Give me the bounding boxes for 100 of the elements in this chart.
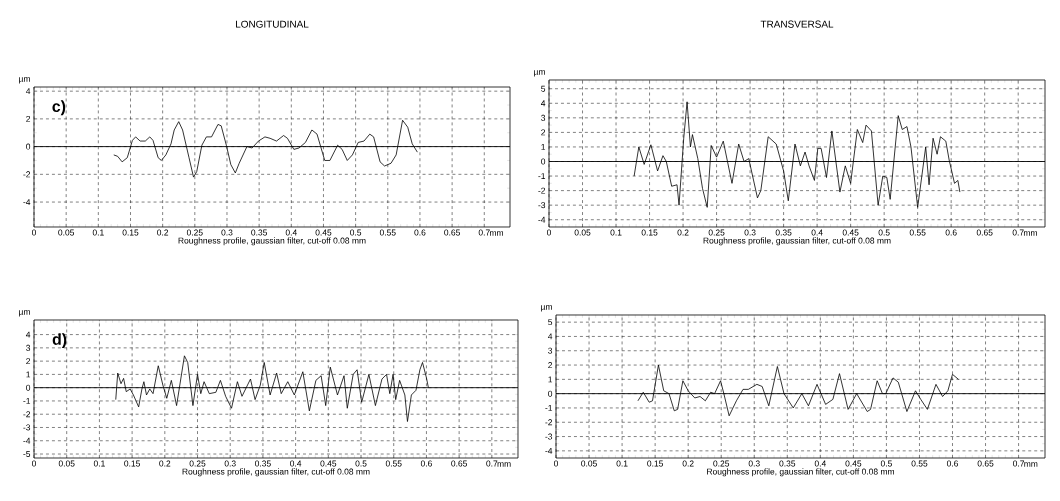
x-tick-label: 0.1 [92, 229, 104, 236]
x-tick-label: 0.55 [379, 229, 396, 236]
x-tick-label: 0 [31, 229, 37, 236]
x-tick-label: 0.05 [574, 229, 591, 236]
text: mm [497, 462, 511, 467]
x-tick-label: 0.25 [708, 229, 725, 236]
y-tick-label: 2 [26, 115, 31, 122]
x-tick-label: 0.7 [1012, 229, 1024, 236]
x-tick-label: 0.55 [909, 229, 926, 236]
x-axis-title: Roughness profile, gaussian filter, cut-off 0.08 mm [178, 237, 366, 246]
x-tick-label: 0.2 [677, 229, 689, 236]
x-tick-label: 0 [31, 460, 37, 467]
x-tick-label: 0.3 [748, 460, 760, 467]
y-tick-label: -1 [23, 398, 31, 404]
y-tick-label: 5 [541, 85, 546, 92]
x-tick-label: 0.6 [945, 229, 957, 236]
y-tick-label: 1 [541, 144, 546, 150]
x-tick-label: 0.5 [350, 229, 362, 236]
x-tick-label: 0.6 [414, 229, 426, 236]
x-tick-label: 0.45 [315, 229, 332, 236]
y-tick-label: 4 [547, 333, 553, 340]
x-tick-label: 0.45 [845, 460, 862, 467]
x-tick-label: 0.55 [385, 460, 402, 467]
x-tick-label: 0.2 [159, 460, 171, 467]
x-tick-label: 0.7 [1013, 460, 1025, 467]
x-axis-title: Roughness profile, gaussian filter, cut-off 0.08 mm [707, 468, 894, 477]
y-tick-label: -4 [538, 216, 546, 223]
x-tick-label: 0.05 [58, 229, 75, 236]
chart-title: LONGITUDINAL [236, 20, 309, 28]
text: mm [1023, 231, 1037, 236]
x-tick-label: 0.3 [224, 460, 236, 467]
x-tick-label: 0.65 [977, 460, 994, 467]
y-tick-label: -2 [538, 187, 546, 194]
y-tick-label: -1 [545, 405, 553, 411]
x-tick-label: 0.65 [444, 229, 460, 236]
y-axis-title: µm [19, 310, 30, 317]
text: mm [490, 231, 504, 236]
annotation: d) [52, 333, 67, 349]
x-tick-label: 0.15 [641, 229, 658, 236]
x-tick-label: 0.15 [647, 460, 664, 467]
x-tick-label: 0.1 [610, 229, 622, 236]
y-tick-label: 4 [540, 100, 546, 107]
x-tick-label: 0.65 [976, 229, 993, 236]
y-tick-label: 3 [541, 114, 546, 121]
y-tick-label: 2 [541, 129, 546, 136]
y-tick-label: 4 [25, 331, 31, 338]
x-tick-label: 0.55 [911, 460, 928, 467]
x-tick-label: 0.15 [124, 460, 140, 467]
x-axis-title: Roughness profile, gaussian filter, cut-off 0.08 mm [703, 237, 891, 246]
x-tick-label: 0.05 [58, 460, 75, 467]
y-tick-label: 3 [26, 344, 31, 351]
x-tick-label: 0.3 [744, 229, 756, 236]
x-tick-label: 0.25 [186, 229, 203, 236]
y-tick-label: 0 [541, 158, 546, 165]
x-tick-label: 0.5 [878, 229, 890, 236]
x-tick-label: 0.5 [355, 460, 367, 467]
y-tick-label: -1 [538, 173, 546, 179]
y-tick-label: -5 [23, 451, 31, 457]
y-tick-label: -3 [538, 202, 546, 209]
y-tick-label: -2 [545, 419, 553, 426]
y-tick-label: -2 [23, 411, 31, 418]
y-tick-label: -3 [545, 433, 553, 440]
y-tick-label: 2 [548, 362, 553, 368]
x-tick-label: 0.15 [122, 229, 139, 236]
x-tick-label: 0.1 [616, 460, 628, 467]
y-tick-label: -4 [23, 199, 31, 205]
x-tick-label: 0.4 [811, 229, 823, 236]
x-tick-label: 0.4 [290, 460, 302, 467]
text: mm [1024, 462, 1038, 467]
x-axis-title: Roughness profile, gaussian filter, cut-off 0.08 mm [182, 468, 370, 477]
y-tick-label: 3 [548, 347, 553, 354]
y-tick-label: 2 [26, 358, 31, 365]
x-tick-label: 0 [553, 460, 559, 467]
x-tick-label: 0.25 [713, 460, 730, 467]
x-tick-label: 0.2 [682, 460, 694, 467]
y-tick-label: 0 [548, 390, 553, 397]
x-tick-label: 0.3 [221, 229, 233, 236]
y-tick-label: -2 [23, 171, 31, 178]
x-tick-label: 0.65 [451, 460, 468, 467]
y-tick-label: -4 [545, 447, 553, 454]
x-tick-label: 0.35 [251, 229, 268, 236]
y-tick-label: 1 [26, 371, 31, 378]
x-tick-label: 0.05 [581, 460, 597, 467]
x-tick-label: 0.25 [189, 460, 206, 467]
y-axis-title: µm [19, 77, 30, 84]
x-tick-label: 0.45 [842, 229, 859, 236]
y-tick-label: 1 [548, 376, 553, 383]
x-tick-label: 0.1 [93, 460, 105, 467]
y-tick-label: 0 [26, 384, 31, 391]
x-tick-label: 0.7 [486, 460, 498, 467]
y-axis-title: µm [541, 305, 552, 312]
x-tick-label: 0.7 [478, 229, 490, 236]
x-tick-label: 0.35 [779, 460, 796, 467]
x-tick-label: 0.2 [157, 229, 169, 236]
y-tick-label: -4 [23, 437, 31, 444]
x-tick-label: 0.5 [880, 460, 892, 467]
x-tick-label: 0.4 [285, 229, 297, 236]
x-tick-label: 0.45 [320, 460, 337, 467]
y-tick-label: -3 [23, 424, 31, 431]
x-tick-label: 0.35 [775, 229, 792, 236]
